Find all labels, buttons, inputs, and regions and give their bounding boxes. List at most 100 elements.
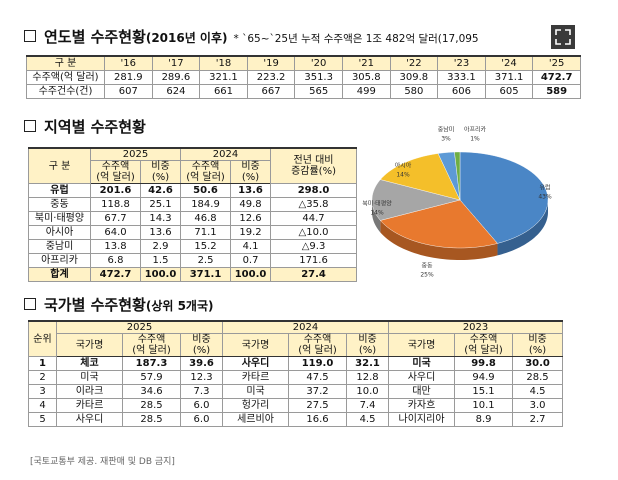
cell: 298.0 xyxy=(270,183,358,198)
cell: 321.1 xyxy=(199,70,248,85)
row: 1 체코 187.3 39.6 사우디 119.0 32.1 미국 99.8 30.0 xyxy=(28,356,564,371)
title: 국가별 수주현황 xyxy=(44,296,146,314)
cell: 체코 xyxy=(56,356,123,371)
row: 유럽 201.6 42.6 50.6 13.6 298.0 xyxy=(28,183,358,198)
pie-slice-side xyxy=(380,220,498,260)
cell: 94.9 xyxy=(454,370,514,385)
row: 중남미 13.8 2.9 15.2 4.1 △9.3 xyxy=(28,239,358,254)
checkbox-icon xyxy=(24,120,36,132)
row: 5 사우디 28.5 6.0 세르비아 16.6 4.5 나이지리아 8.9 2.7 xyxy=(28,412,564,427)
cell: 미국 xyxy=(388,356,456,371)
cell: 2.5 xyxy=(180,253,232,268)
row: 수주액(억 달러) 281.9 289.6 321.1 223.2 351.3 305.8 3… xyxy=(26,70,581,85)
regional-table: 구 분 2025 2024 전년 대비 증감률(%) 수주액 (억 달러) 비중 (%) 수… xyxy=(28,147,358,282)
cell: △9.3 xyxy=(270,239,358,254)
cell: 1.5 xyxy=(139,253,182,268)
cell: 565 xyxy=(294,84,343,99)
cell: 수주액(억 달러) xyxy=(26,70,105,85)
cell: 661 xyxy=(199,84,248,99)
cell: 309.8 xyxy=(389,70,439,85)
cell: 25.1 xyxy=(139,197,182,212)
cell: 27.4 xyxy=(270,267,358,282)
cell: 71.1 xyxy=(180,225,232,240)
header-cell: '19 xyxy=(246,55,296,71)
cell: 유럽 xyxy=(28,183,91,198)
cell: 아프리카 xyxy=(28,253,91,268)
cell: 12.8 xyxy=(346,370,390,385)
cell: 6.8 xyxy=(90,253,141,268)
cell: 28.5 xyxy=(122,412,181,427)
cell: 472.7 xyxy=(532,70,581,85)
checkbox-icon xyxy=(24,298,36,310)
slice-label: 중남미 xyxy=(438,126,455,134)
cell: 10.0 xyxy=(346,384,390,399)
pie-slice xyxy=(437,151,461,201)
slice-label: 아시아 xyxy=(395,162,412,170)
cell: 27.5 xyxy=(288,398,348,413)
header-row: 국가명 수주액 (억 달러) 비중 (%) 국가명 수주액 (억 달러) 비중 (%) 국가… xyxy=(29,333,564,357)
pie-slice xyxy=(371,179,461,221)
title: 연도별 수주현황 xyxy=(44,28,146,46)
cell: 5 xyxy=(28,412,57,427)
header-cell: 수주액 (억 달러) xyxy=(288,333,348,357)
cell: 중남미 xyxy=(28,239,91,254)
header-cell: 2023 xyxy=(388,320,564,334)
section-title: 연도별 수주현황 (2016년 이후) * `65~`25년 누적 수주액은 1… xyxy=(24,26,479,47)
slice-value-label: 14% xyxy=(396,172,410,179)
row: 북미·태평양 67.7 14.3 46.8 12.6 44.7 xyxy=(28,211,358,226)
row: 수주건수(건) 607 624 661 667 565 499 580 606 605 589 xyxy=(26,84,581,99)
header-cell: '17 xyxy=(151,55,201,71)
cell: 57.9 xyxy=(122,370,181,385)
header-cell: '18 xyxy=(199,55,248,71)
cell: 289.6 xyxy=(151,70,201,85)
header-cell: 전년 대비 증감률(%) xyxy=(270,147,358,184)
slice-value-label: 43% xyxy=(538,194,552,201)
cell: 34.6 xyxy=(122,384,181,399)
cell: 607 xyxy=(104,84,153,99)
row: 아시아 64.0 13.6 71.1 19.2 △10.0 xyxy=(28,225,358,240)
slice-label: 북미·태평양 xyxy=(362,200,392,208)
icon-bg xyxy=(551,25,575,49)
section-title: 국가별 수주현황 (상위 5개국) xyxy=(24,294,214,315)
row: 3 이라크 34.6 7.3 미국 37.2 10.0 대만 15.1 4.5 xyxy=(28,384,564,399)
cell: 44.7 xyxy=(270,211,358,226)
cell: 50.6 xyxy=(180,183,232,198)
subtitle: (2016년 이후) xyxy=(145,31,228,45)
cell: △35.8 xyxy=(270,197,358,212)
cell: 사우디 xyxy=(222,356,290,371)
cell: 세르비아 xyxy=(222,412,290,427)
row: 아프리카 6.8 1.5 2.5 0.7 171.6 xyxy=(28,253,358,268)
header-cell: 국가명 xyxy=(388,333,456,357)
cell: 64.0 xyxy=(90,225,141,240)
cell: 13.6 xyxy=(139,225,182,240)
slice-value-label: 14% xyxy=(370,210,384,217)
cell: 42.6 xyxy=(139,183,182,198)
header-cell: '16 xyxy=(104,55,153,71)
cell: 13.8 xyxy=(90,239,141,254)
header-cell: '20 xyxy=(294,55,343,71)
cell: 371.1 xyxy=(484,70,534,85)
cell: 미국 xyxy=(56,370,123,385)
cell: 이라크 xyxy=(56,384,123,399)
header-cell: 수주액 (억 달러) xyxy=(90,160,141,184)
section-title: 지역별 수주현황 xyxy=(24,116,146,137)
pie-slice xyxy=(380,199,498,249)
pie-slice-side xyxy=(497,200,548,256)
cell: 카타르 xyxy=(222,370,290,385)
country-table: 순위 2025 2024 2023 국가명 수주액 (억 달러) 비중 (%) 국가명 수주액 … xyxy=(28,320,564,427)
slice-label: 중동 xyxy=(421,263,433,270)
yearly-table: 구 분 '16'17'18'19'20'21'22'23'24'25 수주액(억 달… xyxy=(26,55,581,99)
cell: 605 xyxy=(484,84,534,99)
expand-icon[interactable] xyxy=(551,25,575,49)
cell: 46.8 xyxy=(180,211,232,226)
cell: 3 xyxy=(28,384,57,399)
cell: 2.9 xyxy=(139,239,182,254)
header-cell: 비중 (%) xyxy=(346,333,390,357)
cell: 1 xyxy=(28,356,57,371)
cell: 67.7 xyxy=(90,211,141,226)
slice-label: 유럽 xyxy=(539,184,550,192)
header-cell: 2025 xyxy=(55,320,224,334)
cell: 472.7 xyxy=(90,267,141,282)
cell: 4 xyxy=(28,398,57,413)
cell: 2.7 xyxy=(512,412,564,427)
